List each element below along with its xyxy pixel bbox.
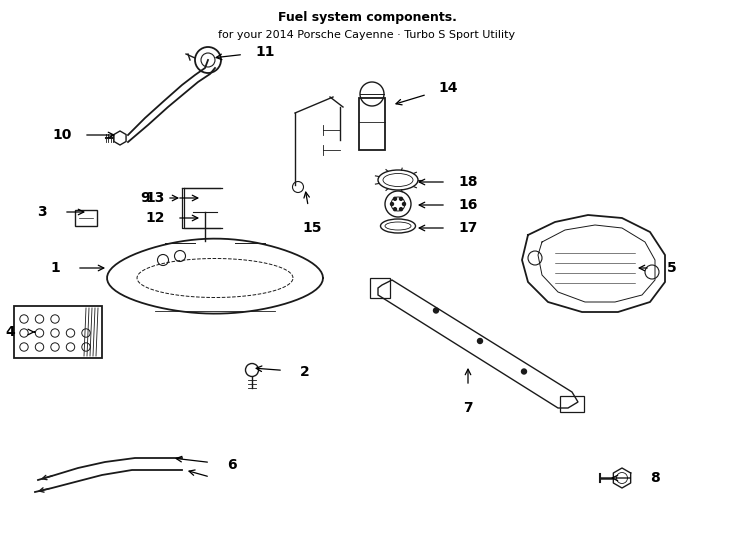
Text: 16: 16 — [458, 198, 478, 212]
Text: 6: 6 — [228, 458, 237, 472]
Circle shape — [393, 197, 396, 200]
Circle shape — [521, 369, 526, 374]
Bar — [75, 210, 97, 226]
Bar — [359, 98, 385, 150]
Circle shape — [434, 308, 438, 313]
Text: 11: 11 — [255, 45, 275, 59]
Circle shape — [402, 202, 405, 206]
Text: 7: 7 — [463, 401, 473, 415]
Bar — [560, 396, 584, 412]
Circle shape — [393, 208, 396, 211]
Circle shape — [478, 339, 482, 343]
Circle shape — [399, 208, 402, 211]
Bar — [370, 278, 390, 298]
Text: 13: 13 — [145, 191, 164, 205]
Text: Fuel system components.: Fuel system components. — [277, 11, 457, 24]
Text: 9: 9 — [140, 191, 150, 205]
Circle shape — [390, 202, 393, 206]
Text: 2: 2 — [300, 365, 310, 379]
Text: 10: 10 — [52, 128, 72, 142]
Text: 18: 18 — [458, 175, 478, 189]
Text: 5: 5 — [667, 261, 677, 275]
Text: 12: 12 — [145, 211, 164, 225]
Text: 17: 17 — [458, 221, 478, 235]
Text: 15: 15 — [302, 221, 321, 235]
Text: 1: 1 — [50, 261, 60, 275]
Text: 3: 3 — [37, 205, 47, 219]
Text: 14: 14 — [438, 81, 458, 95]
Text: for your 2014 Porsche Cayenne · Turbo S Sport Utility: for your 2014 Porsche Cayenne · Turbo S … — [219, 30, 515, 40]
Text: 4: 4 — [5, 325, 15, 339]
Bar — [14, 306, 102, 358]
Text: 8: 8 — [650, 471, 660, 485]
Circle shape — [399, 197, 402, 200]
